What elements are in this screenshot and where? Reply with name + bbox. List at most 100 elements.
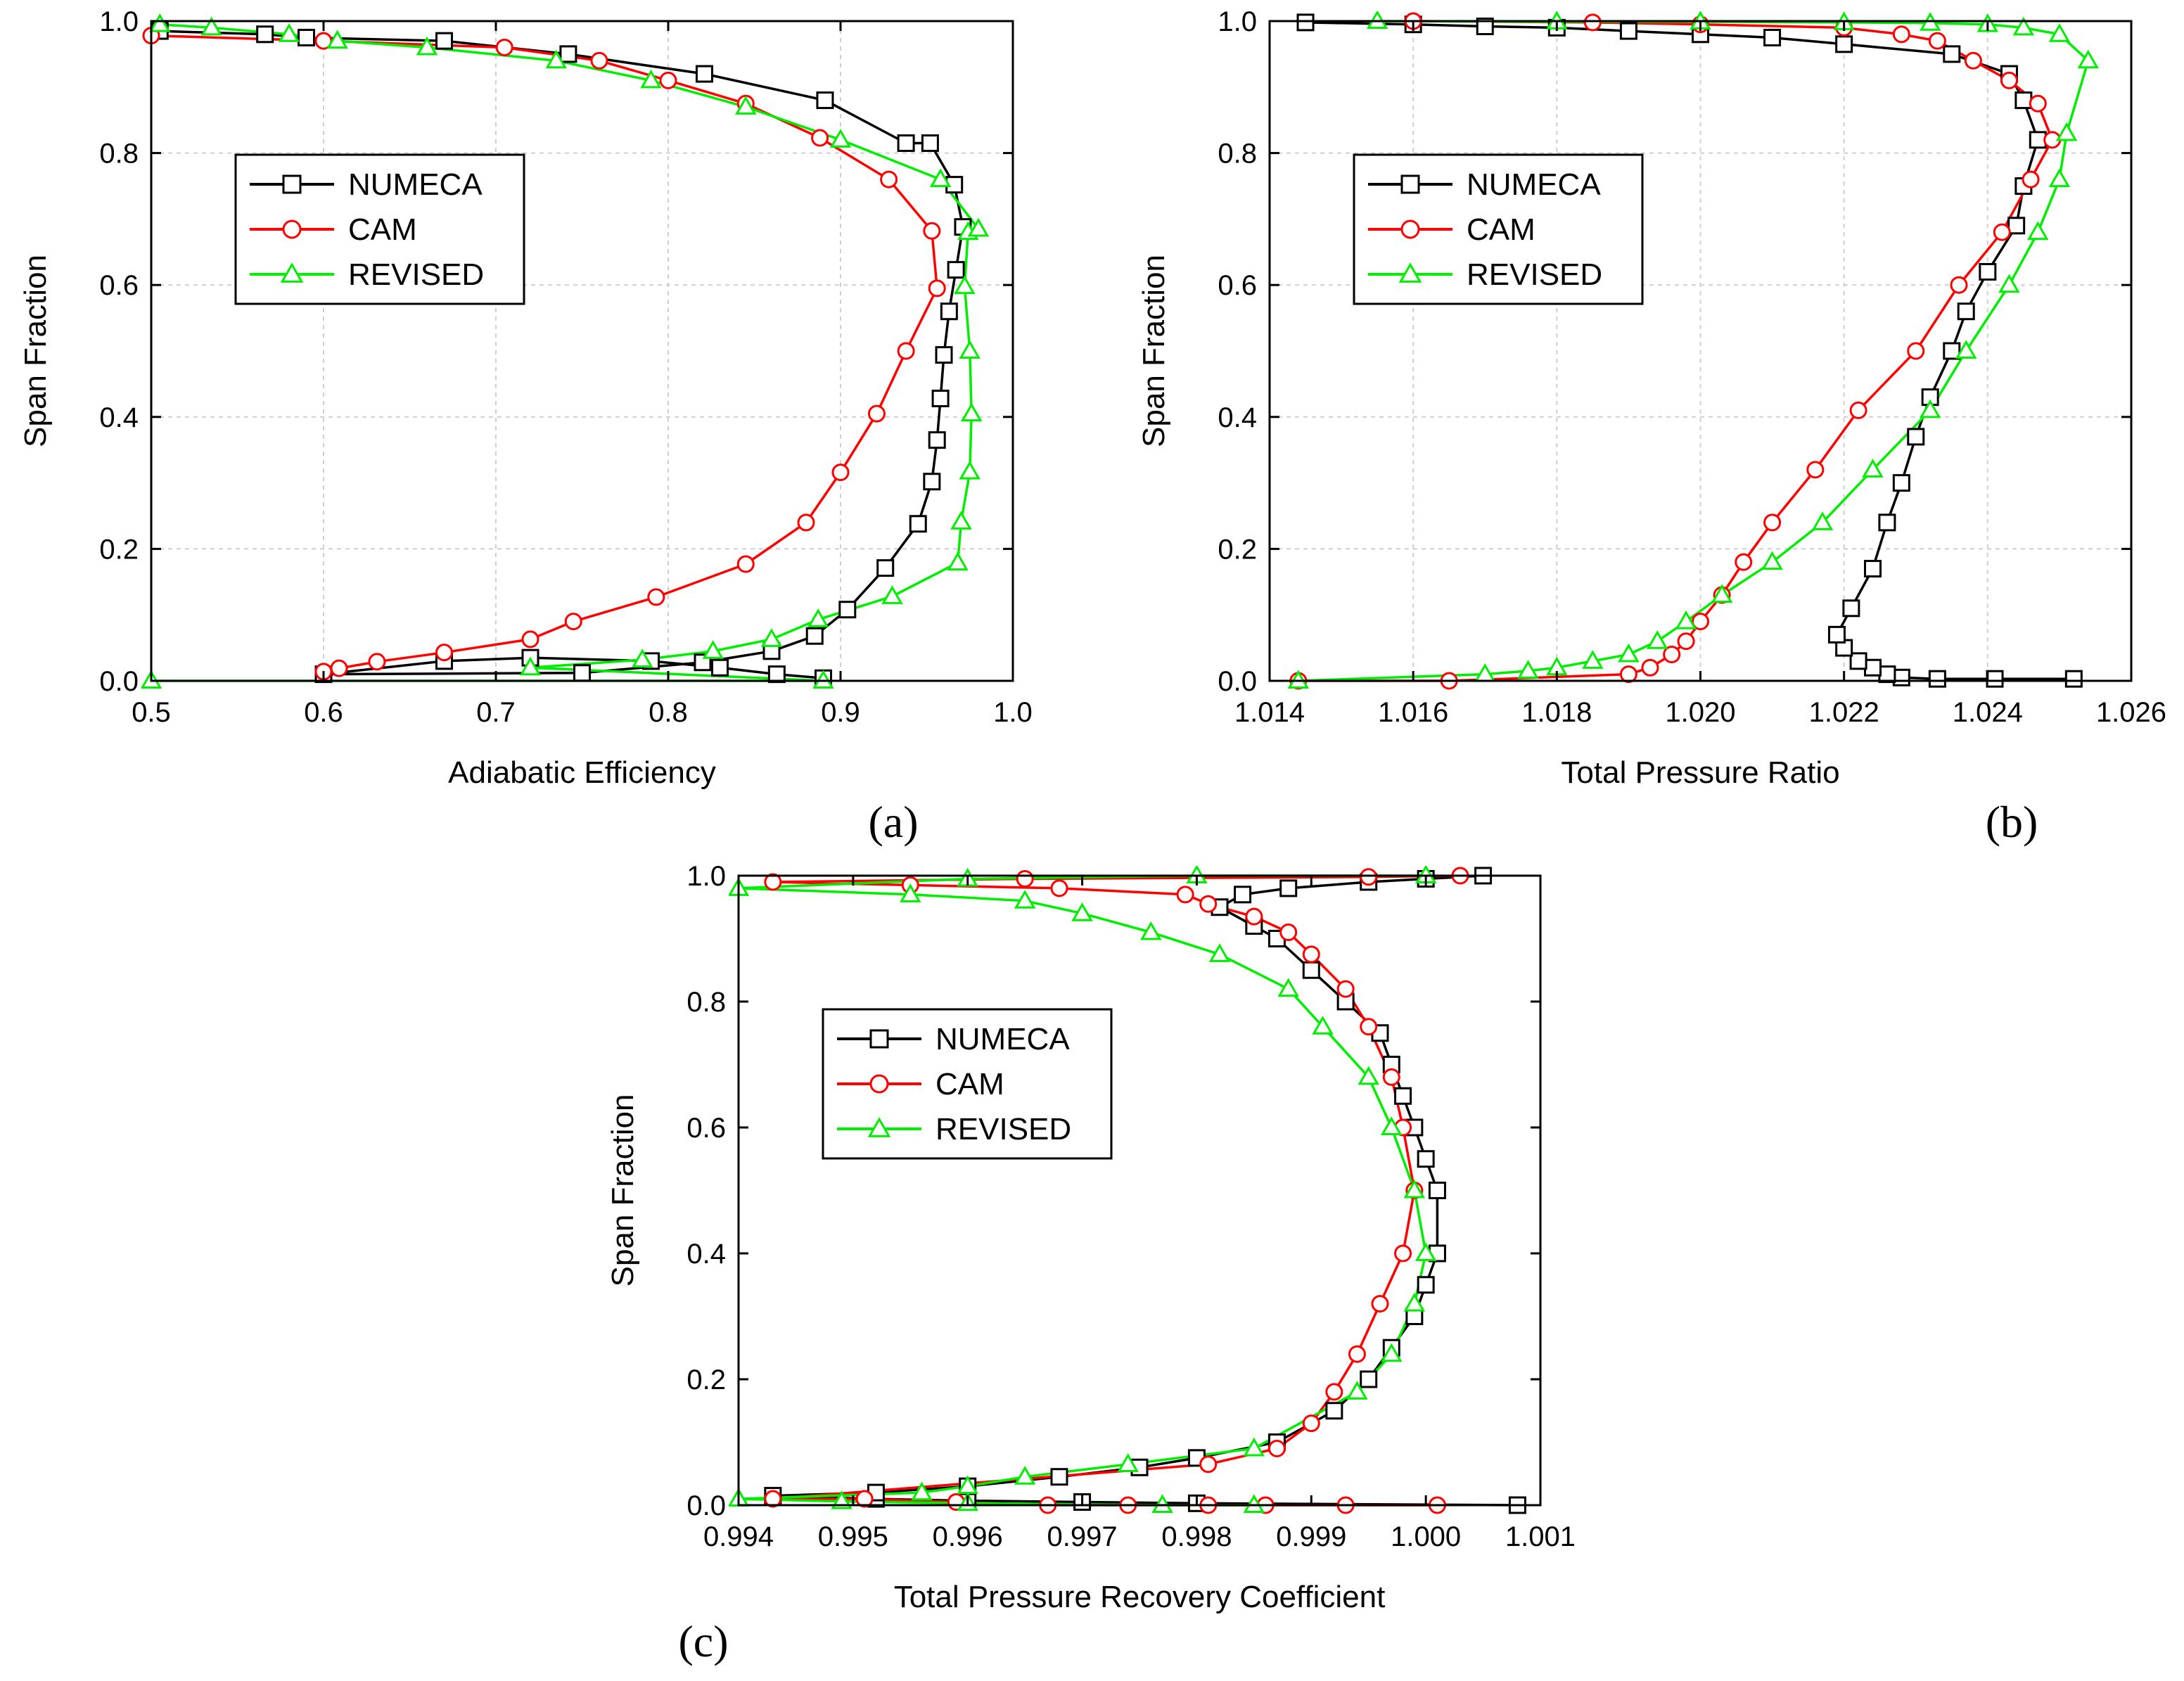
data-point-cam — [1583, 13, 1602, 32]
data-point-cam — [1199, 1455, 1218, 1474]
data-point-numeca — [767, 665, 786, 684]
data-point-numeca — [1878, 665, 1896, 684]
data-point-cam — [495, 39, 513, 57]
data-point-cam — [764, 1490, 782, 1508]
data-point-revised — [760, 628, 783, 647]
y-tick-label: 0.0 — [687, 1490, 726, 1521]
x-axis-label: Total Pressure Recovery Coefficient — [894, 1580, 1386, 1614]
data-point-numeca — [1394, 1087, 1412, 1105]
data-point-cam — [2000, 71, 2018, 89]
y-tick-label: 1.0 — [687, 861, 726, 892]
data-point-revised — [1618, 643, 1640, 663]
data-point-numeca — [1417, 1276, 1435, 1294]
legend-marker-cam — [869, 1074, 889, 1094]
y-tick-label: 0.8 — [687, 987, 726, 1018]
x-tick-label: 0.5 — [132, 697, 171, 728]
legend-label-numeca: NUMECA — [348, 167, 483, 202]
data-point-numeca — [923, 473, 941, 491]
data-point-revised — [947, 551, 969, 571]
data-point-numeca — [1864, 560, 1882, 578]
data-point-revised — [1955, 340, 1977, 359]
data-point-revised — [881, 585, 903, 604]
data-point-numeca — [2064, 670, 2083, 688]
data-point-numeca — [256, 25, 274, 44]
data-point-numeca — [1476, 18, 1494, 36]
legend: NUMECA CAM REVISED — [234, 153, 525, 305]
y-tick-label: 0.6 — [99, 270, 139, 301]
x-tick-label: 0.994 — [703, 1521, 774, 1552]
gridlines — [1270, 21, 2131, 681]
x-tick-label: 0.996 — [933, 1521, 1003, 1552]
data-point-cam — [521, 630, 539, 648]
data-point-numeca — [1892, 474, 1910, 492]
data-point-numeca — [1827, 625, 1846, 644]
data-point-numeca — [435, 32, 453, 50]
legend-label-revised: REVISED — [1467, 257, 1602, 292]
data-point-numeca — [695, 65, 713, 83]
series-line-cam — [1298, 20, 2054, 682]
legend-label-cam: CAM — [348, 212, 417, 247]
data-point-revised — [1366, 11, 1388, 29]
data-point-cam — [1928, 32, 1946, 50]
series-line-revised — [151, 23, 980, 682]
data-point-cam — [659, 71, 677, 89]
data-point-cam — [1806, 461, 1825, 479]
x-tick-label: 1.0 — [993, 697, 1033, 728]
data-point-cam — [435, 644, 453, 662]
data-point-numeca — [1302, 961, 1320, 979]
legend: NUMECA CAM REVISED — [822, 1008, 1113, 1160]
data-point-revised — [735, 96, 757, 115]
x-tick-label: 1.014 — [1234, 697, 1305, 728]
data-point-numeca — [838, 601, 857, 619]
y-tick-label: 0.2 — [99, 534, 139, 565]
data-point-revised — [1403, 1292, 1426, 1312]
data-point-numeca — [897, 134, 915, 153]
data-point-cam — [1677, 632, 1695, 651]
data-point-cam — [1360, 1018, 1378, 1036]
y-axis-label: Span Fraction — [1137, 255, 1171, 447]
data-point-revised — [632, 648, 653, 667]
data-point-cam — [368, 653, 386, 671]
data-point-cam — [2029, 94, 2047, 113]
data-point-cam — [831, 464, 850, 482]
data-point-revised — [1117, 1453, 1139, 1472]
data-point-revised — [911, 1481, 933, 1501]
data-point-revised — [1415, 1242, 1437, 1261]
y-tick-label: 1.0 — [99, 6, 139, 37]
data-point-revised — [1358, 1066, 1379, 1085]
data-point-cam — [764, 873, 782, 891]
data-point-cam — [330, 659, 348, 677]
data-point-revised — [929, 168, 952, 188]
data-point-cam — [855, 1490, 874, 1508]
data-point-cam — [1735, 553, 1753, 571]
data-point-cam — [1302, 945, 1320, 964]
series-line-numeca — [160, 30, 964, 679]
data-point-cam — [1641, 658, 1659, 677]
data-point-numeca — [940, 302, 958, 321]
data-point-cam — [928, 279, 946, 298]
data-point-numeca — [1979, 262, 1997, 281]
data-point-cam — [1950, 276, 1968, 294]
data-point-revised — [2077, 49, 2099, 69]
data-point-cam — [797, 513, 815, 532]
data-point-cam — [736, 555, 755, 573]
data-point-revised — [200, 16, 222, 36]
data-point-revised — [416, 36, 438, 56]
data-point-cam — [1663, 645, 1681, 663]
data-point-revised — [1811, 511, 1834, 530]
y-tick-label: 0.2 — [687, 1364, 726, 1395]
data-point-revised — [1014, 1466, 1036, 1485]
plot-area — [1287, 11, 2099, 690]
x-tick-label: 1.022 — [1809, 697, 1879, 728]
data-point-numeca — [931, 390, 950, 408]
data-point-numeca — [935, 346, 953, 364]
data-point-cam — [1348, 1345, 1366, 1363]
data-point-revised — [1312, 1016, 1334, 1035]
data-point-numeca — [559, 45, 577, 63]
data-point-revised — [1346, 1381, 1368, 1400]
data-point-cam — [1692, 613, 1709, 631]
data-point-revised — [545, 49, 567, 69]
y-tick-label: 1.0 — [1218, 6, 1257, 37]
data-point-cam — [1763, 513, 1782, 532]
